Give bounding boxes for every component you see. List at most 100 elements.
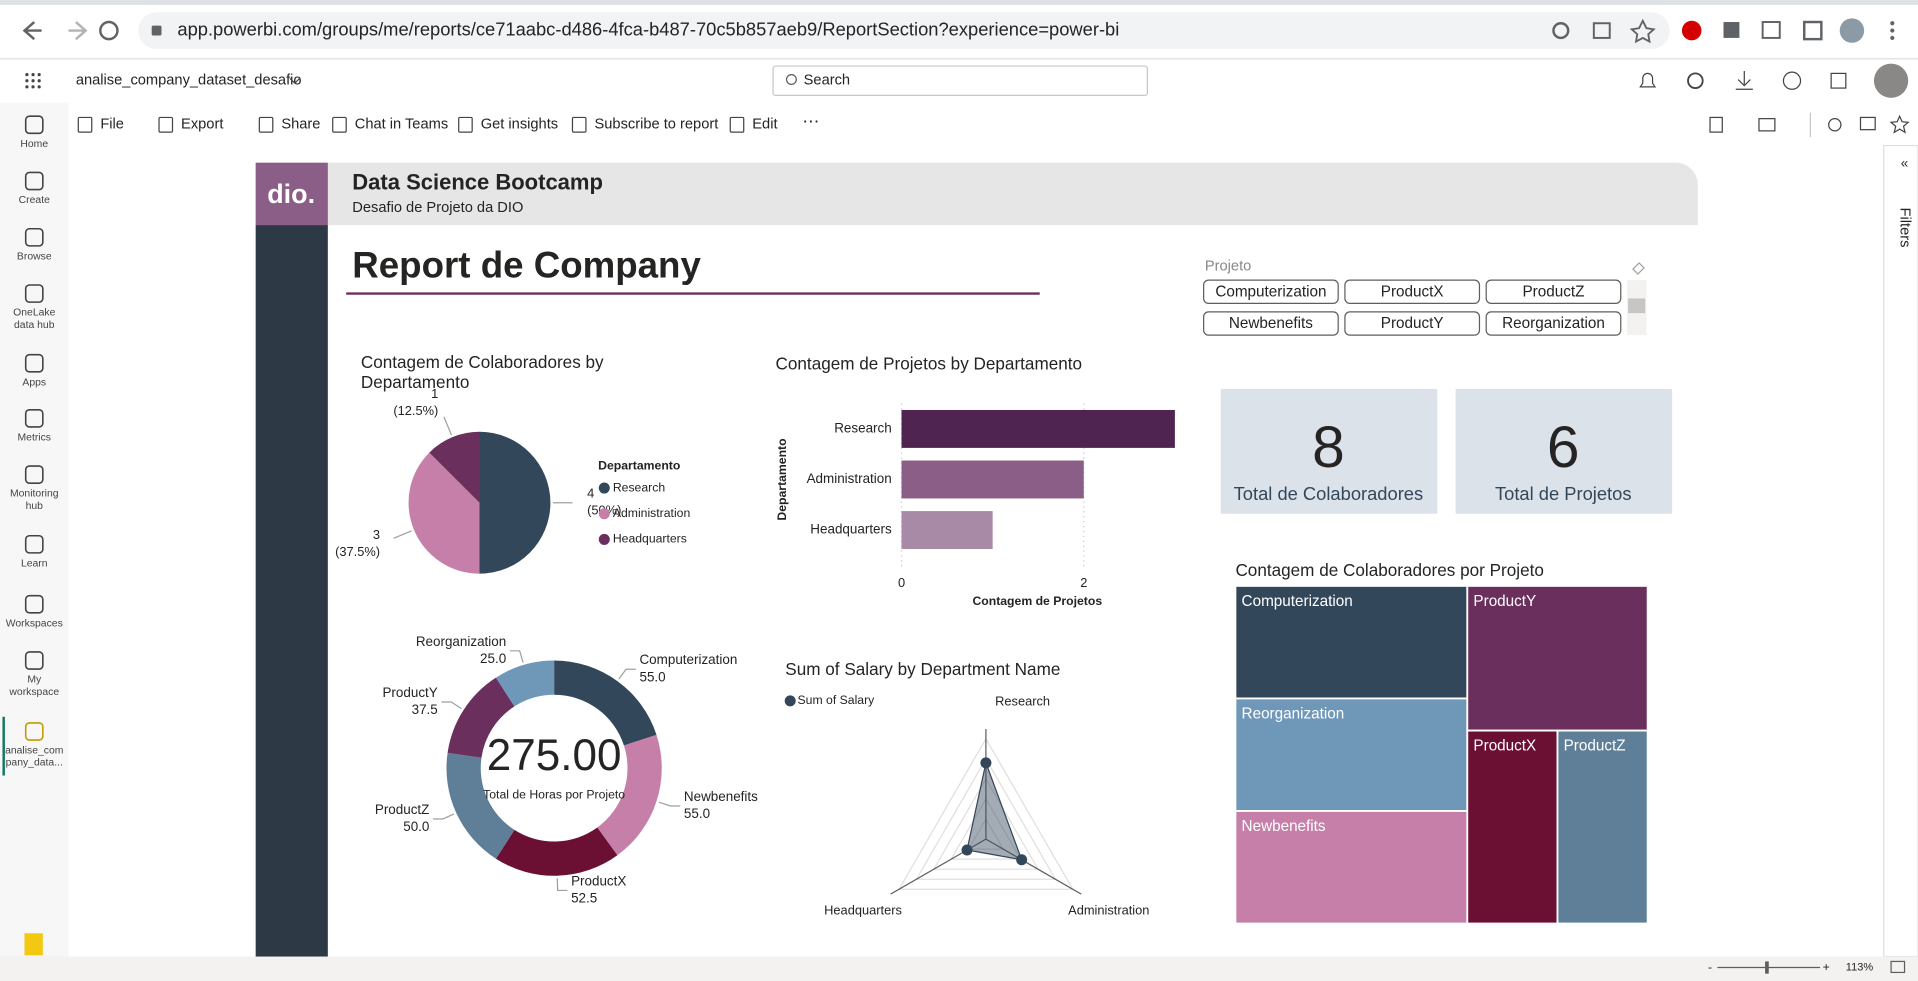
nav-label[interactable]: Home: [20, 136, 49, 150]
left-nav: [0, 102, 69, 981]
nav-label[interactable]: Learn: [20, 556, 48, 569]
settings-icon[interactable]: [1687, 72, 1704, 89]
menu-dot[interactable]: [1890, 21, 1895, 26]
treemap-tile[interactable]: [1466, 729, 1559, 925]
legend-label[interactable]: Headquarters: [613, 532, 687, 546]
reload-button[interactable]: [99, 20, 119, 41]
slicer-item-label[interactable]: ProductZ: [1523, 283, 1585, 300]
menu-dot[interactable]: [1890, 35, 1895, 40]
treemap-label: Newbenefits: [1242, 818, 1326, 835]
sidepanel-icon[interactable]: [1803, 20, 1823, 41]
nav-label[interactable]: Metrics: [17, 430, 52, 443]
view-button[interactable]: [1758, 118, 1776, 132]
favorite-button[interactable]: [1889, 114, 1910, 134]
slicer-item[interactable]: [1344, 311, 1481, 336]
treemap-tile[interactable]: [1466, 584, 1649, 732]
slicer-item-label[interactable]: ProductY: [1381, 315, 1444, 332]
data-label-name: ProductZ: [375, 802, 430, 817]
nav-icon[interactable]: [24, 651, 44, 670]
slicer-item[interactable]: [1485, 279, 1622, 304]
legend-label[interactable]: Sum of Salary: [798, 693, 876, 707]
zoom-level: 113%: [1846, 961, 1874, 973]
slicer-item[interactable]: [1203, 279, 1339, 304]
nav-label-box: Browse: [16, 249, 52, 262]
nav-label[interactable]: Monitoring hub: [9, 486, 59, 512]
legend-label[interactable]: Administration: [613, 506, 690, 520]
back-button[interactable]: [22, 21, 42, 41]
workspace-name[interactable]: analise_company_dataset_desafio: [76, 73, 302, 89]
fit-page[interactable]: [1890, 960, 1906, 974]
media-icon[interactable]: [1761, 21, 1781, 39]
nav-label[interactable]: Create: [18, 193, 50, 206]
toolbar-button[interactable]: Chat in Teams: [355, 117, 448, 133]
nav-icon[interactable]: [24, 465, 44, 484]
search-box[interactable]: [772, 65, 1148, 97]
filters-pane[interactable]: [1883, 144, 1918, 958]
toolbar-button[interactable]: Subscribe to report: [594, 117, 718, 133]
nav-label[interactable]: My workspace: [9, 672, 60, 698]
nav-icon[interactable]: [24, 171, 44, 191]
nav-icon[interactable]: [24, 722, 44, 741]
forward-button[interactable]: [68, 21, 88, 41]
bookmark-icon[interactable]: [1629, 18, 1656, 44]
nav-label[interactable]: Apps: [22, 375, 47, 388]
slicer-item-label[interactable]: Newbenefits: [1229, 315, 1313, 332]
download-icon[interactable]: [1735, 70, 1753, 90]
leader-line: [393, 530, 412, 539]
treemap-tile[interactable]: [1234, 584, 1469, 700]
legend-swatch: [784, 695, 796, 707]
nav-label[interactable]: analise_company_data...: [5, 743, 64, 769]
nav-icon[interactable]: [24, 408, 44, 428]
nav-label[interactable]: Browse: [16, 249, 52, 262]
profile-avatar[interactable]: [1839, 18, 1865, 43]
treemap-tile[interactable]: [1556, 729, 1649, 925]
slicer-item[interactable]: [1485, 311, 1622, 336]
toolbar-button[interactable]: Share: [281, 117, 320, 133]
treemap-tile[interactable]: [1234, 697, 1469, 812]
toolbar-button[interactable]: Export: [181, 117, 223, 133]
toolbar-button[interactable]: File: [100, 117, 124, 133]
slicer-item-label[interactable]: Reorganization: [1502, 315, 1605, 332]
more-options[interactable]: ⋯: [802, 112, 819, 131]
extension-icon[interactable]: [1681, 20, 1702, 41]
toolbar-button[interactable]: Edit: [752, 117, 777, 133]
filters-label[interactable]: Filters: [1897, 208, 1913, 248]
slicer-title: Projeto: [1205, 259, 1251, 275]
share-icon[interactable]: [1592, 22, 1611, 39]
comment-button[interactable]: [1859, 116, 1876, 131]
slicer-item-label[interactable]: Computerization: [1215, 283, 1326, 300]
nav-label[interactable]: OneLake data hub: [13, 305, 56, 331]
zoom-in[interactable]: +: [1823, 960, 1830, 974]
account-avatar[interactable]: [1873, 63, 1909, 98]
nav-icon[interactable]: [24, 594, 44, 614]
app-launcher[interactable]: [25, 73, 41, 89]
zoom-thumb[interactable]: [1765, 961, 1769, 974]
clear-slicer[interactable]: [1632, 262, 1645, 275]
slicer-item-label[interactable]: ProductX: [1381, 283, 1444, 300]
toolbar-button[interactable]: Get insights: [481, 117, 558, 133]
treemap-tile[interactable]: [1234, 810, 1469, 925]
nav-label[interactable]: Workspaces: [5, 616, 63, 629]
nav-icon[interactable]: [24, 227, 44, 247]
zoom-out[interactable]: -: [1708, 960, 1712, 974]
nav-icon[interactable]: [24, 353, 44, 373]
slicer-scroll-thumb[interactable]: [1628, 298, 1646, 314]
address-bar[interactable]: [138, 12, 1670, 49]
notifications-icon[interactable]: [1639, 72, 1657, 88]
extensions-icon[interactable]: [1723, 22, 1740, 38]
slicer-item[interactable]: [1203, 311, 1339, 336]
slicer-item[interactable]: [1344, 279, 1481, 304]
help-icon[interactable]: [1782, 71, 1802, 90]
nav-icon[interactable]: [24, 115, 44, 135]
refresh-button[interactable]: [1828, 118, 1842, 132]
bookmark-button[interactable]: [1709, 116, 1723, 133]
tab-strip: [0, 0, 1918, 5]
menu-dot[interactable]: [1890, 28, 1895, 33]
nav-icon[interactable]: [24, 284, 44, 303]
toolbar-icon: [332, 116, 347, 133]
legend-label[interactable]: Research: [613, 480, 665, 494]
collapse-arrow[interactable]: «: [1901, 155, 1908, 170]
zoom-icon[interactable]: [1552, 22, 1570, 40]
feedback-icon[interactable]: [1830, 72, 1847, 89]
nav-icon[interactable]: [24, 534, 44, 554]
